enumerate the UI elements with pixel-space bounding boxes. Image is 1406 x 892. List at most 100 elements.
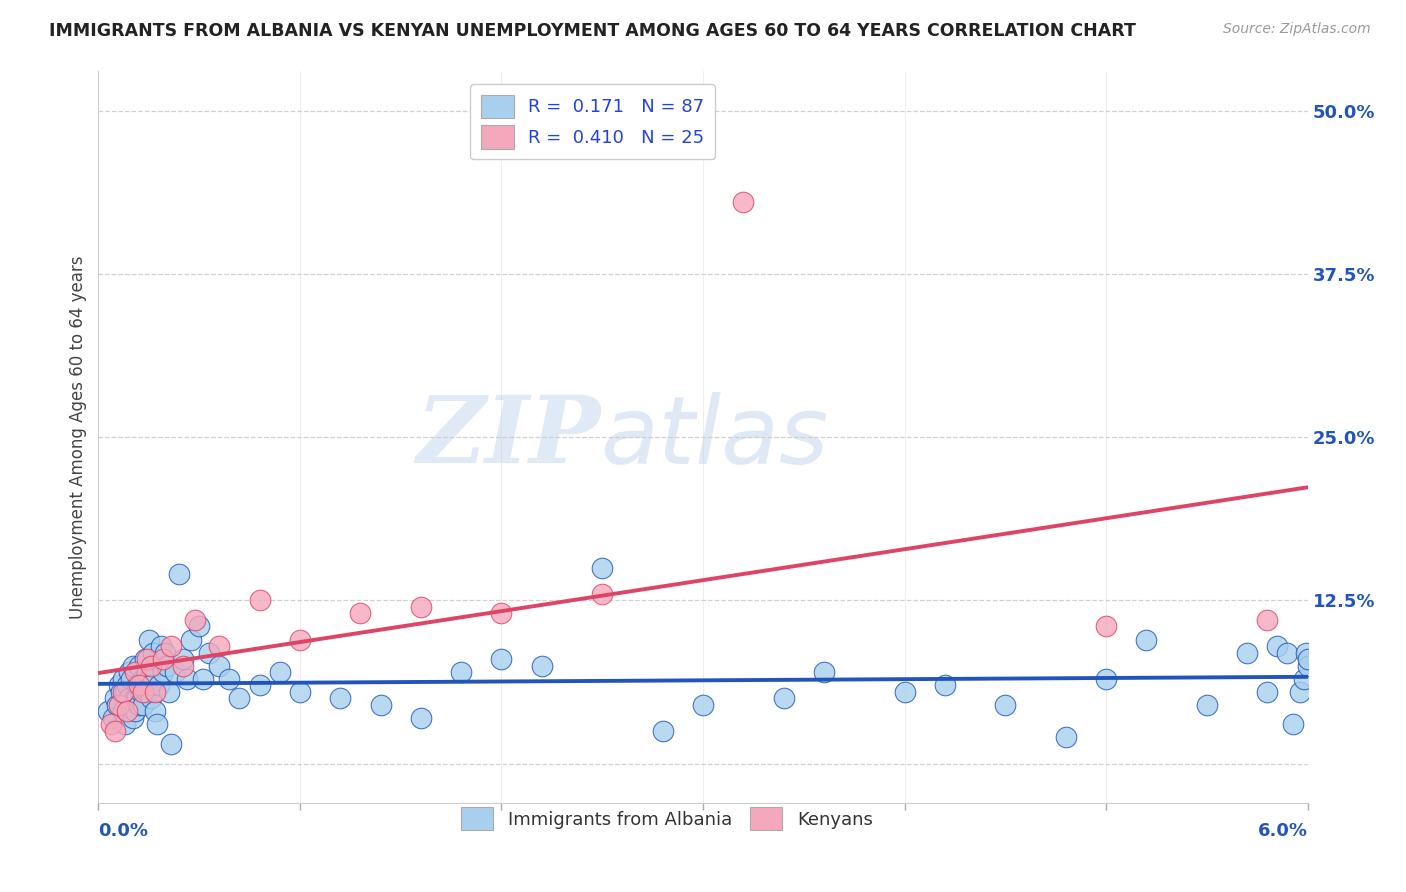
Point — [107, 678, 129, 692]
Point — [772, 691, 794, 706]
Point — [105, 698, 128, 712]
Point — [134, 672, 156, 686]
Point — [121, 711, 143, 725]
Text: Source: ZipAtlas.com: Source: ZipAtlas.com — [1223, 22, 1371, 37]
Point — [120, 672, 142, 686]
Text: 6.0%: 6.0% — [1257, 822, 1308, 840]
Point — [450, 665, 472, 680]
Point — [124, 705, 146, 719]
Point — [172, 652, 194, 666]
Point — [994, 698, 1017, 712]
Point — [156, 658, 179, 673]
Text: 0.0%: 0.0% — [98, 822, 149, 840]
Point — [1288, 685, 1310, 699]
Point — [118, 691, 141, 706]
Point — [124, 691, 146, 706]
Point — [491, 607, 513, 621]
Point — [692, 698, 714, 712]
Point — [139, 658, 162, 673]
Point — [1054, 731, 1077, 745]
Point — [188, 619, 211, 633]
Point — [135, 665, 157, 680]
Point — [167, 567, 190, 582]
Point — [249, 678, 271, 692]
Point — [146, 717, 169, 731]
Point — [152, 652, 174, 666]
Point — [530, 658, 553, 673]
Point — [180, 632, 202, 647]
Point — [111, 685, 134, 699]
Point — [218, 672, 240, 686]
Point — [111, 705, 134, 719]
Point — [198, 646, 221, 660]
Point — [128, 698, 150, 712]
Point — [409, 599, 432, 614]
Point — [288, 632, 311, 647]
Point — [208, 639, 231, 653]
Point — [1256, 613, 1278, 627]
Text: IMMIGRANTS FROM ALBANIA VS KENYAN UNEMPLOYMENT AMONG AGES 60 TO 64 YEARS CORRELA: IMMIGRANTS FROM ALBANIA VS KENYAN UNEMPL… — [49, 22, 1136, 40]
Point — [134, 652, 156, 666]
Text: ZIP: ZIP — [416, 392, 600, 482]
Point — [138, 672, 160, 686]
Point — [329, 691, 352, 706]
Point — [110, 685, 132, 699]
Point — [101, 711, 124, 725]
Point — [111, 672, 134, 686]
Point — [114, 685, 136, 699]
Point — [1277, 646, 1299, 660]
Point — [114, 717, 136, 731]
Point — [733, 194, 755, 209]
Point — [1295, 646, 1317, 660]
Point — [288, 685, 311, 699]
Point — [152, 665, 174, 680]
Point — [893, 685, 915, 699]
Point — [115, 678, 138, 692]
Point — [135, 652, 157, 666]
Point — [100, 717, 122, 731]
Point — [349, 607, 371, 621]
Point — [125, 691, 148, 706]
Point — [193, 672, 215, 686]
Point — [103, 691, 125, 706]
Point — [135, 685, 157, 699]
Point — [97, 705, 120, 719]
Point — [160, 737, 183, 751]
Y-axis label: Unemployment Among Ages 60 to 64 years: Unemployment Among Ages 60 to 64 years — [69, 255, 87, 619]
Point — [934, 678, 956, 692]
Point — [813, 665, 835, 680]
Point — [103, 723, 125, 738]
Point — [118, 665, 141, 680]
Point — [591, 560, 613, 574]
Point — [148, 678, 170, 692]
Point — [269, 665, 291, 680]
Point — [107, 698, 129, 712]
Point — [1296, 652, 1319, 666]
Point — [142, 646, 165, 660]
Point — [228, 691, 250, 706]
Point — [115, 705, 138, 719]
Point — [132, 698, 155, 712]
Point — [491, 652, 513, 666]
Point — [125, 678, 148, 692]
Point — [1236, 646, 1258, 660]
Point — [184, 613, 207, 627]
Point — [128, 678, 150, 692]
Point — [1095, 619, 1118, 633]
Point — [132, 685, 155, 699]
Point — [129, 678, 152, 692]
Point — [163, 665, 186, 680]
Point — [409, 711, 432, 725]
Point — [208, 658, 231, 673]
Point — [128, 658, 150, 673]
Point — [143, 705, 166, 719]
Point — [149, 639, 172, 653]
Point — [1282, 717, 1305, 731]
Point — [1292, 672, 1315, 686]
Point — [651, 723, 673, 738]
Point — [249, 593, 271, 607]
Point — [591, 587, 613, 601]
Point — [157, 685, 180, 699]
Point — [1256, 685, 1278, 699]
Point — [138, 632, 160, 647]
